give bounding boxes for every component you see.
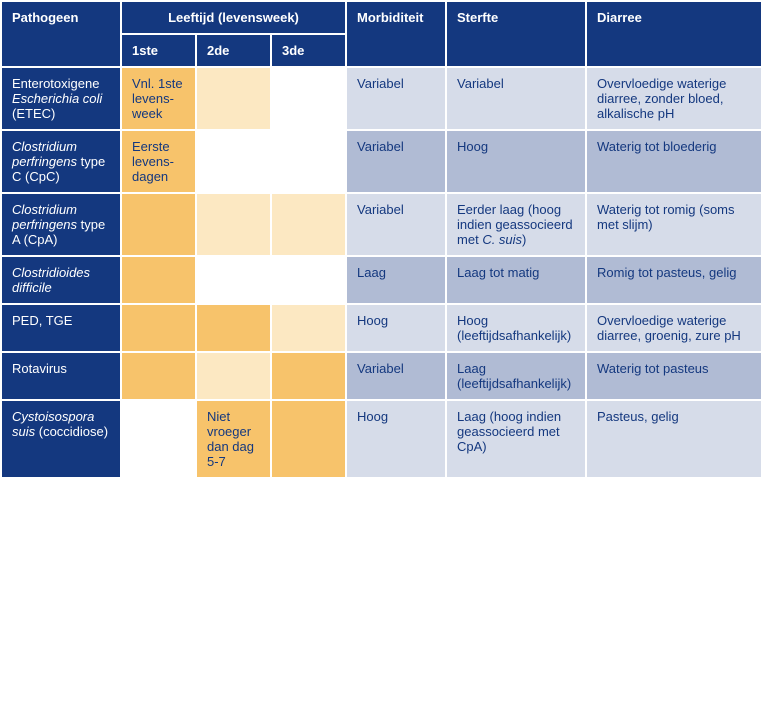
pathogen-cell: Clostridium perfringens type C (CpC) [1, 130, 121, 193]
week3-cell [271, 130, 346, 193]
header-age: Leeftijd (levensweek) [121, 1, 346, 34]
week2-cell [196, 256, 271, 304]
diarrhea-cell: Overvloedige waterige diarree, groenig, … [586, 304, 761, 352]
pathogen-cell: Clostridioides difficile [1, 256, 121, 304]
morbidity-cell: Variabel [346, 352, 446, 400]
mortality-cell: Hoog [446, 130, 586, 193]
week2-cell [196, 193, 271, 256]
week1-cell [121, 304, 196, 352]
diarrhea-cell: Pasteus, gelig [586, 400, 761, 478]
header-diarrhea: Diarree [586, 1, 761, 67]
diarrhea-cell: Overvloedige waterige diarree, zonder bl… [586, 67, 761, 130]
week3-cell [271, 304, 346, 352]
week3-cell [271, 352, 346, 400]
pathogen-cell: PED, TGE [1, 304, 121, 352]
mortality-cell: Eerder laag (hoog indien geassocieerd me… [446, 193, 586, 256]
diarrhea-cell: Waterig tot pasteus [586, 352, 761, 400]
table-row: Rotavirus VariabelLaag (leeftijdsafhankel… [1, 352, 761, 400]
morbidity-cell: Variabel [346, 193, 446, 256]
header-week3: 3de [271, 34, 346, 67]
header-pathogen: Pathogeen [1, 1, 121, 67]
pathogen-cell: Rotavirus [1, 352, 121, 400]
diarrhea-cell: Waterig tot bloederig [586, 130, 761, 193]
week2-cell [196, 67, 271, 130]
week1-cell: Vnl. 1ste levens-week [121, 67, 196, 130]
week2-cell: Niet vroeger dan dag 5-7 [196, 400, 271, 478]
table-row: PED, TGE HoogHoog (leeftijdsafhankelijk)O… [1, 304, 761, 352]
week1-cell: Eerste levens-dagen [121, 130, 196, 193]
pathogen-cell: Enterotoxigene Escherichia coli (ETEC) [1, 67, 121, 130]
week1-cell [121, 193, 196, 256]
morbidity-cell: Variabel [346, 130, 446, 193]
morbidity-cell: Hoog [346, 400, 446, 478]
mortality-cell: Laag (leeftijdsafhankelijk) [446, 352, 586, 400]
morbidity-cell: Laag [346, 256, 446, 304]
header-week1: 1ste [121, 34, 196, 67]
morbidity-cell: Hoog [346, 304, 446, 352]
week3-cell [271, 400, 346, 478]
diarrhea-cell: Romig tot pasteus, gelig [586, 256, 761, 304]
pathogen-cell: Clostridium perfringens type A (CpA) [1, 193, 121, 256]
week2-cell [196, 304, 271, 352]
week3-cell [271, 67, 346, 130]
week3-cell [271, 193, 346, 256]
mortality-cell: Variabel [446, 67, 586, 130]
table-row: Clostridium perfringens type C (CpC)Eers… [1, 130, 761, 193]
week2-cell [196, 352, 271, 400]
week1-cell [121, 400, 196, 478]
header-week2: 2de [196, 34, 271, 67]
mortality-cell: Laag (hoog indien geassocieerd met CpA) [446, 400, 586, 478]
pathogen-cell: Cystoisospora suis (coccidiose) [1, 400, 121, 478]
table-row: Clostridium perfringens type A (CpA) Vari… [1, 193, 761, 256]
morbidity-cell: Variabel [346, 67, 446, 130]
table-row: Clostridioides difficile LaagLaag tot mat… [1, 256, 761, 304]
week2-cell [196, 130, 271, 193]
pathogen-table: Pathogeen Leeftijd (levensweek) Morbidit… [0, 0, 761, 479]
mortality-cell: Hoog (leeftijdsafhankelijk) [446, 304, 586, 352]
week3-cell [271, 256, 346, 304]
week1-cell [121, 256, 196, 304]
header-morbidity: Morbiditeit [346, 1, 446, 67]
mortality-cell: Laag tot matig [446, 256, 586, 304]
table-row: Enterotoxigene Escherichia coli (ETEC)Vn… [1, 67, 761, 130]
header-mortality: Sterfte [446, 1, 586, 67]
diarrhea-cell: Waterig tot romig (soms met slijm) [586, 193, 761, 256]
week1-cell [121, 352, 196, 400]
table-row: Cystoisospora suis (coccidiose) Niet vroe… [1, 400, 761, 478]
